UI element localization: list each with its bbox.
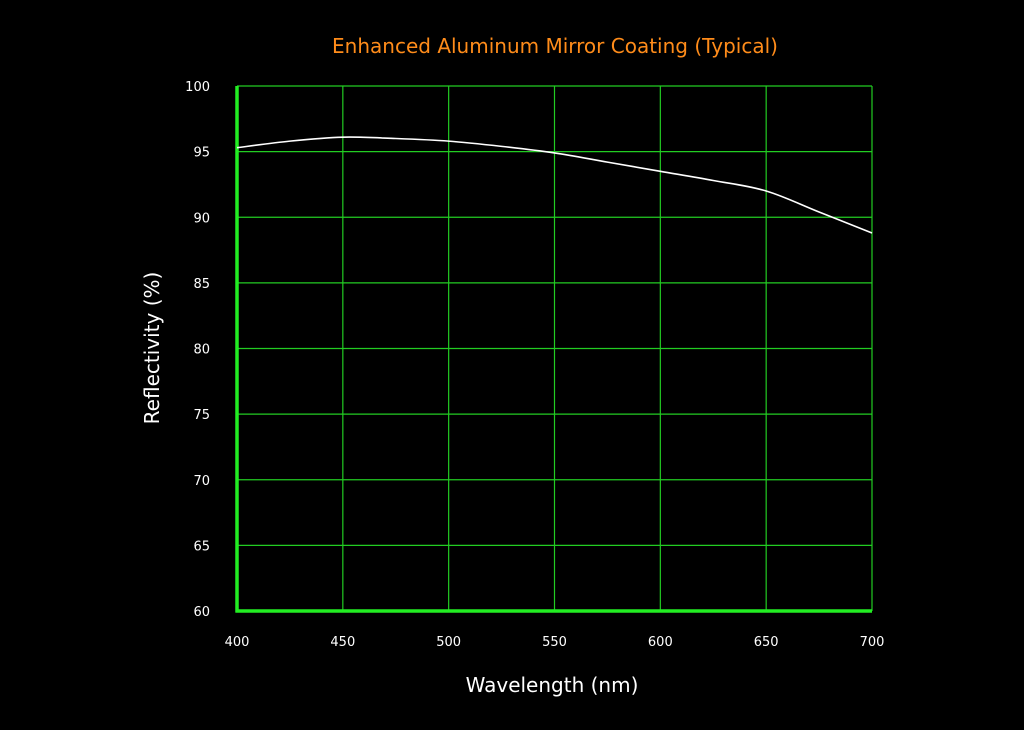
tick-labels: 400 450 500 550 600 650 700 60 65 70 75 80 85 90 95 100 <box>185 80 884 650</box>
grid <box>237 85 873 611</box>
x-tick-label-700: 700 <box>860 635 885 650</box>
y-tick-label-80: 80 <box>193 343 210 358</box>
y-axis-title: Reflectivity (%) <box>140 272 164 425</box>
x-axis-title: Wavelength (nm) <box>466 673 639 697</box>
y-tick-label-65: 65 <box>193 539 210 554</box>
x-tick-label-600: 600 <box>648 635 673 650</box>
x-tick-label-400: 400 <box>225 635 250 650</box>
y-tick-label-95: 95 <box>193 146 210 161</box>
chart-title: Enhanced Aluminum Mirror Coating (Typica… <box>332 34 778 58</box>
x-tick-label-450: 450 <box>330 635 355 650</box>
y-tick-label-90: 90 <box>193 211 210 226</box>
y-tick-label-85: 85 <box>193 277 210 292</box>
y-tick-label-100: 100 <box>185 80 210 95</box>
y-tick-label-70: 70 <box>193 474 210 489</box>
x-tick-label-650: 650 <box>754 635 779 650</box>
y-tick-label-75: 75 <box>193 408 210 423</box>
series <box>236 136 873 234</box>
x-tick-label-500: 500 <box>436 635 461 650</box>
y-tick-label-60: 60 <box>193 605 210 620</box>
axes <box>235 86 872 613</box>
x-tick-label-550: 550 <box>542 635 567 650</box>
series-line-0 <box>236 136 873 234</box>
